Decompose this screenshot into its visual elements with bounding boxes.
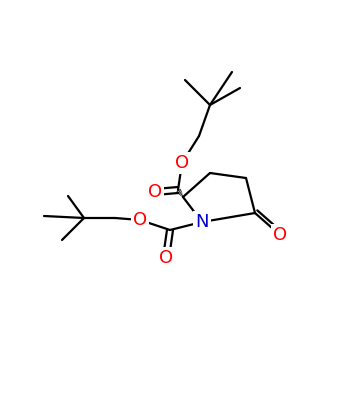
Text: O: O [148, 183, 162, 201]
Text: N: N [195, 213, 209, 231]
Text: O: O [133, 211, 147, 229]
Text: O: O [159, 249, 173, 267]
Text: O: O [273, 226, 287, 244]
Text: O: O [175, 154, 189, 172]
